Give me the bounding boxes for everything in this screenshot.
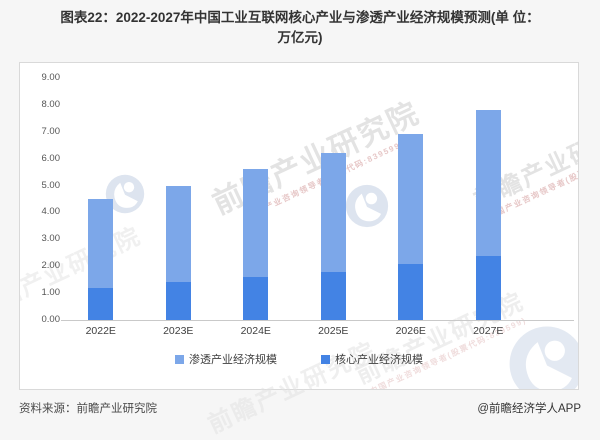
stacked-bar-2023E bbox=[165, 185, 191, 320]
segment-penetration bbox=[165, 185, 191, 283]
segment-core bbox=[320, 271, 346, 320]
bar-slot-2022E bbox=[62, 199, 140, 320]
segment-penetration bbox=[398, 134, 424, 264]
chart-title-line2: 万亿元) bbox=[277, 30, 323, 46]
chart-title: 图表22：2022-2027年中国工业互联网核心产业与渗透产业经济规模预测(单 … bbox=[0, 8, 600, 49]
source-note: 资料来源：前瞻产业研究院 bbox=[19, 403, 157, 415]
x-axis: 2022E 2023E 2024E 2025E 2026E 2027E bbox=[62, 325, 527, 337]
x-axis-line bbox=[61, 320, 574, 321]
legend-label: 核心产业经济规模 bbox=[335, 354, 423, 366]
x-tick-label-2023E: 2023E bbox=[163, 325, 194, 337]
legend-swatch-icon bbox=[175, 354, 184, 364]
segment-core bbox=[88, 287, 114, 320]
x-tick-label-2027E: 2027E bbox=[473, 325, 504, 337]
segment-penetration bbox=[320, 153, 346, 272]
segment-penetration bbox=[243, 169, 269, 277]
segment-penetration bbox=[88, 199, 114, 288]
legend: 渗透产业经济规模 核心产业经济规模 bbox=[20, 351, 578, 367]
bar-slot-2023E bbox=[140, 185, 218, 320]
segment-core bbox=[398, 263, 424, 320]
segment-core bbox=[475, 255, 501, 320]
legend-label: 渗透产业经济规模 bbox=[189, 354, 277, 366]
y-tick-label: 1.00 bbox=[41, 287, 61, 299]
chart-area: 前瞻产业研究院 中国产业咨询领导者(股票代码:839599) 前瞻产业研究院 中… bbox=[19, 62, 579, 390]
y-tick-label: 9.00 bbox=[41, 72, 61, 83]
y-tick-label: 4.00 bbox=[41, 206, 61, 218]
y-tick-label: 2.00 bbox=[41, 260, 61, 272]
y-tick-label: 5.00 bbox=[41, 179, 61, 191]
x-tick-label-2025E: 2025E bbox=[318, 325, 349, 337]
stacked-bar-2022E bbox=[88, 199, 114, 320]
bars bbox=[62, 78, 527, 320]
credit-note: @前瞻经济学人APP bbox=[477, 403, 581, 415]
bar-slot-2027E bbox=[450, 110, 528, 320]
x-tick-label-2022E: 2022E bbox=[85, 325, 116, 337]
x-tick-label-2026E: 2026E bbox=[395, 325, 426, 337]
stacked-bar-2024E bbox=[243, 169, 269, 320]
legend-item: 渗透产业经济规模 bbox=[175, 351, 277, 367]
stacked-bar-2027E bbox=[475, 110, 501, 320]
segment-core bbox=[165, 282, 191, 320]
stacked-bar-2026E bbox=[398, 134, 424, 320]
y-tick-label: 7.00 bbox=[41, 125, 61, 137]
bar-slot-2024E bbox=[217, 169, 295, 320]
y-tick-label: 6.00 bbox=[41, 152, 61, 164]
segment-penetration bbox=[475, 110, 501, 256]
y-tick-label: 0.00 bbox=[41, 314, 61, 325]
bar-slot-2026E bbox=[372, 134, 450, 320]
bar-slot-2025E bbox=[295, 153, 373, 320]
segment-core bbox=[243, 277, 269, 320]
y-tick-label: 8.00 bbox=[41, 98, 61, 110]
x-tick-label-2024E: 2024E bbox=[240, 325, 271, 337]
chart-title-line1: 图表22：2022-2027年中国工业互联网核心产业与渗透产业经济规模预测(单 … bbox=[60, 10, 540, 25]
legend-item: 核心产业经济规模 bbox=[321, 351, 423, 367]
y-tick-label: 3.00 bbox=[41, 233, 61, 245]
legend-swatch-icon bbox=[321, 354, 330, 364]
stacked-bar-2025E bbox=[320, 153, 346, 320]
